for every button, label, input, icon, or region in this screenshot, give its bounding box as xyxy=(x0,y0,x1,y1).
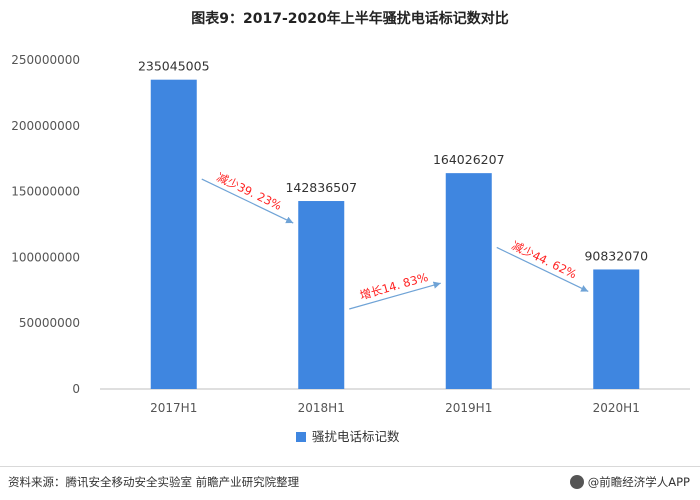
bar-chart: 0 50000000 100000000 150000000 200000000 2500… xyxy=(11,53,690,444)
x-tick-label: 2019H1 xyxy=(445,401,492,415)
source-note: 资料来源：腾讯安全移动安全实验室 前瞻产业研究院整理 xyxy=(8,475,300,489)
change-arrow xyxy=(496,246,589,293)
x-tick-label: 2020H1 xyxy=(593,401,640,415)
data-label: 235045005 xyxy=(138,59,210,74)
y-tick-label: 250000000 xyxy=(11,53,80,67)
y-tick-label: 0 xyxy=(72,382,80,396)
footer: 资料来源：腾讯安全移动安全实验室 前瞻产业研究院整理 @前瞻经济学人APP xyxy=(0,466,700,500)
brand-credit: @前瞻经济学人APP xyxy=(569,474,690,490)
brand-credit-text: @前瞻经济学人APP xyxy=(587,475,690,489)
y-tick-label: 200000000 xyxy=(11,119,80,133)
y-tick-label: 150000000 xyxy=(11,185,80,199)
y-tick-label: 50000000 xyxy=(19,316,80,330)
data-label: 90832070 xyxy=(584,248,648,263)
data-label: 164026207 xyxy=(433,152,505,167)
change-label: 减少44. 62% xyxy=(509,238,579,281)
x-tick-label: 2017H1 xyxy=(150,401,197,415)
x-tick-label: 2018H1 xyxy=(298,401,345,415)
bar xyxy=(150,79,197,389)
data-label: 142836507 xyxy=(285,180,357,195)
change-label: 减少39. 23% xyxy=(214,170,284,213)
change-label: 增长14. 83% xyxy=(358,270,430,303)
legend-swatch xyxy=(296,432,306,442)
change-arrow xyxy=(349,281,441,310)
bar xyxy=(593,269,640,389)
brand-logo-icon xyxy=(569,475,584,489)
y-tick-label: 100000000 xyxy=(11,250,80,264)
bar xyxy=(298,201,345,389)
change-arrow xyxy=(201,178,294,224)
legend-label: 骚扰电话标记数 xyxy=(312,429,400,444)
bar xyxy=(445,173,492,389)
chart-title: 图表9：2017-2020年上半年骚扰电话标记数对比 xyxy=(191,11,509,27)
